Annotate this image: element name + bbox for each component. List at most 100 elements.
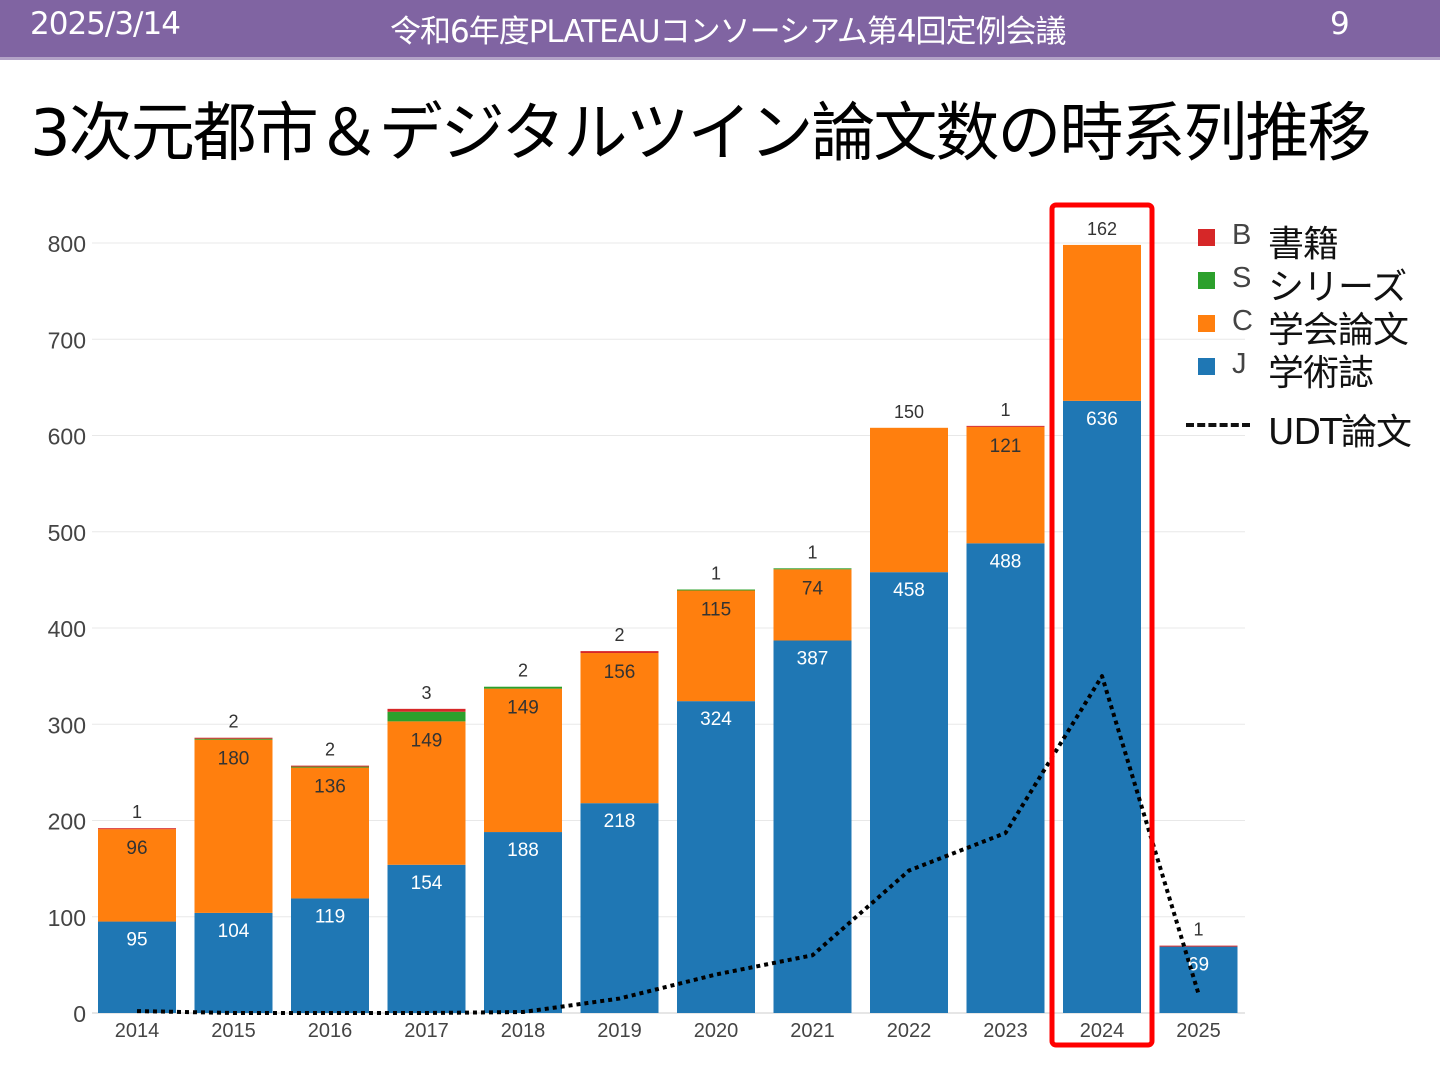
y-axis: 0 100 200 300 400 500 600 700 800 — [48, 231, 86, 1027]
bar-segment — [966, 543, 1045, 1013]
legend-code: J — [1232, 348, 1247, 380]
bar-label-conference: 149 — [507, 698, 539, 719]
udt-line — [136, 674, 1201, 1015]
header-meeting-title: 令和6年度PLATEAUコンソーシアム第4回定例会議 — [390, 14, 1067, 50]
legend-code: B — [1232, 219, 1252, 251]
bar-labels: 95 96 1 104 180 2 119 136 2 154 149 3 188 149 2 218 156 2… — [126, 219, 1209, 976]
header-bar: 2025/3/14 令和6年度PLATEAUコンソーシアム第4回定例会議 9 — [0, 0, 1440, 60]
bar-segment — [98, 921, 176, 1013]
x-tick-label: 2022 — [887, 1020, 932, 1042]
bar-segment — [484, 686, 562, 689]
bar-label-conference: 74 — [802, 578, 824, 599]
bar-label-journal: 188 — [507, 840, 539, 861]
bar-segment — [291, 765, 369, 767]
bar-label-journal: 387 — [797, 649, 829, 670]
bar-segment — [773, 640, 852, 1013]
page-number: 9 — [1330, 6, 1350, 42]
bar-segment — [773, 569, 852, 641]
bar-segment — [580, 651, 659, 654]
bar-segment — [773, 568, 852, 570]
x-tick-label: 2015 — [211, 1020, 256, 1042]
legend-label: 書籍 — [1268, 224, 1339, 265]
bar-label-journal: 95 — [126, 930, 147, 951]
bar-segment — [580, 653, 659, 804]
bar-label-top: 1 — [1000, 400, 1010, 420]
bar-label-top: 2 — [614, 625, 624, 645]
bar-segment — [966, 425, 1045, 427]
x-tick-label: 2014 — [115, 1020, 160, 1042]
bar-label-conference: 96 — [126, 838, 147, 859]
x-tick-label: 2024 — [1080, 1020, 1125, 1042]
bar-label-conference: 149 — [411, 730, 443, 751]
bar-label-top: 1 — [807, 542, 817, 562]
legend-swatch-journal — [1198, 358, 1215, 375]
bar-segment — [387, 864, 466, 1013]
x-tick-label: 2018 — [501, 1020, 546, 1042]
bar-segment — [1159, 945, 1238, 947]
bar-label-top: 2 — [325, 740, 335, 760]
bar-label-top: 2 — [518, 661, 528, 681]
bar-segment — [194, 912, 273, 1013]
y-tick-label: 500 — [48, 520, 86, 546]
bar-segment — [98, 828, 176, 830]
bar-segment — [98, 829, 176, 922]
x-tick-label: 2025 — [1176, 1020, 1221, 1042]
bar-segment — [194, 737, 273, 739]
bar-segment — [291, 898, 369, 1013]
bar-segment — [580, 803, 659, 1013]
bar-segment — [1063, 400, 1141, 1014]
bar-segment — [677, 589, 755, 591]
bar-segment — [677, 590, 755, 702]
bar-label-journal: 104 — [218, 921, 250, 942]
x-tick-label: 2023 — [983, 1020, 1028, 1042]
bar-label-conference: 121 — [990, 436, 1022, 457]
bar-segment — [387, 708, 466, 712]
legend-code: S — [1232, 262, 1252, 294]
x-tick-label: 2021 — [790, 1020, 835, 1042]
legend-swatch-series — [1198, 272, 1215, 289]
y-tick-label: 100 — [48, 905, 86, 931]
y-tick-label: 700 — [48, 327, 86, 353]
legend-label: シリーズ — [1268, 267, 1407, 308]
x-axis: 2014 2015 2016 2017 2018 2019 2020 2021 2022 2023… — [115, 1020, 1221, 1042]
bar-label-conference: 180 — [218, 749, 250, 770]
legend-label: 学会論文 — [1268, 310, 1409, 351]
y-tick-label: 600 — [48, 424, 86, 450]
header-date: 2025/3/14 — [30, 6, 181, 42]
legend-udt-label: UDT論文 — [1268, 412, 1412, 453]
bar-label-top: 162 — [1087, 219, 1117, 239]
y-tick-label: 300 — [48, 712, 86, 738]
bars — [98, 244, 1238, 1014]
bar-label-journal: 154 — [411, 873, 443, 894]
y-tick-label: 200 — [48, 809, 86, 835]
bar-label-journal: 218 — [604, 811, 636, 832]
bar-label-journal: 636 — [1086, 409, 1118, 430]
bar-segment — [387, 721, 466, 865]
bar-label-top: 2 — [228, 712, 238, 732]
bar-label-top: 3 — [421, 683, 431, 703]
bar-label-journal: 458 — [893, 580, 925, 601]
bar-label-conference: 136 — [314, 777, 346, 798]
y-tick-label: 800 — [48, 231, 86, 257]
y-tick-label: 0 — [73, 1001, 86, 1027]
bar-segment — [194, 738, 273, 740]
legend-dotted-line-icon — [1186, 423, 1250, 427]
slide-title: 3次元都市＆デジタルツイン論文数の時系列推移 — [30, 97, 1371, 171]
bar-segment — [387, 711, 466, 722]
bar-segment — [484, 688, 562, 833]
bar-segment — [870, 427, 948, 573]
legend-swatch-conference — [1198, 315, 1215, 332]
bar-segment — [484, 832, 562, 1013]
bar-label-conference: 115 — [701, 599, 731, 620]
x-tick-label: 2016 — [308, 1020, 353, 1042]
bar-label-journal: 119 — [315, 906, 345, 927]
bar-segment — [194, 739, 273, 913]
bar-label-top: 1 — [711, 564, 721, 584]
bar-segment — [966, 426, 1045, 544]
x-tick-label: 2017 — [404, 1020, 449, 1042]
bar-segment — [677, 701, 755, 1013]
legend-swatch-book — [1198, 229, 1215, 246]
x-tick-label: 2020 — [694, 1020, 739, 1042]
udt-dotted-line — [136, 674, 1201, 1015]
